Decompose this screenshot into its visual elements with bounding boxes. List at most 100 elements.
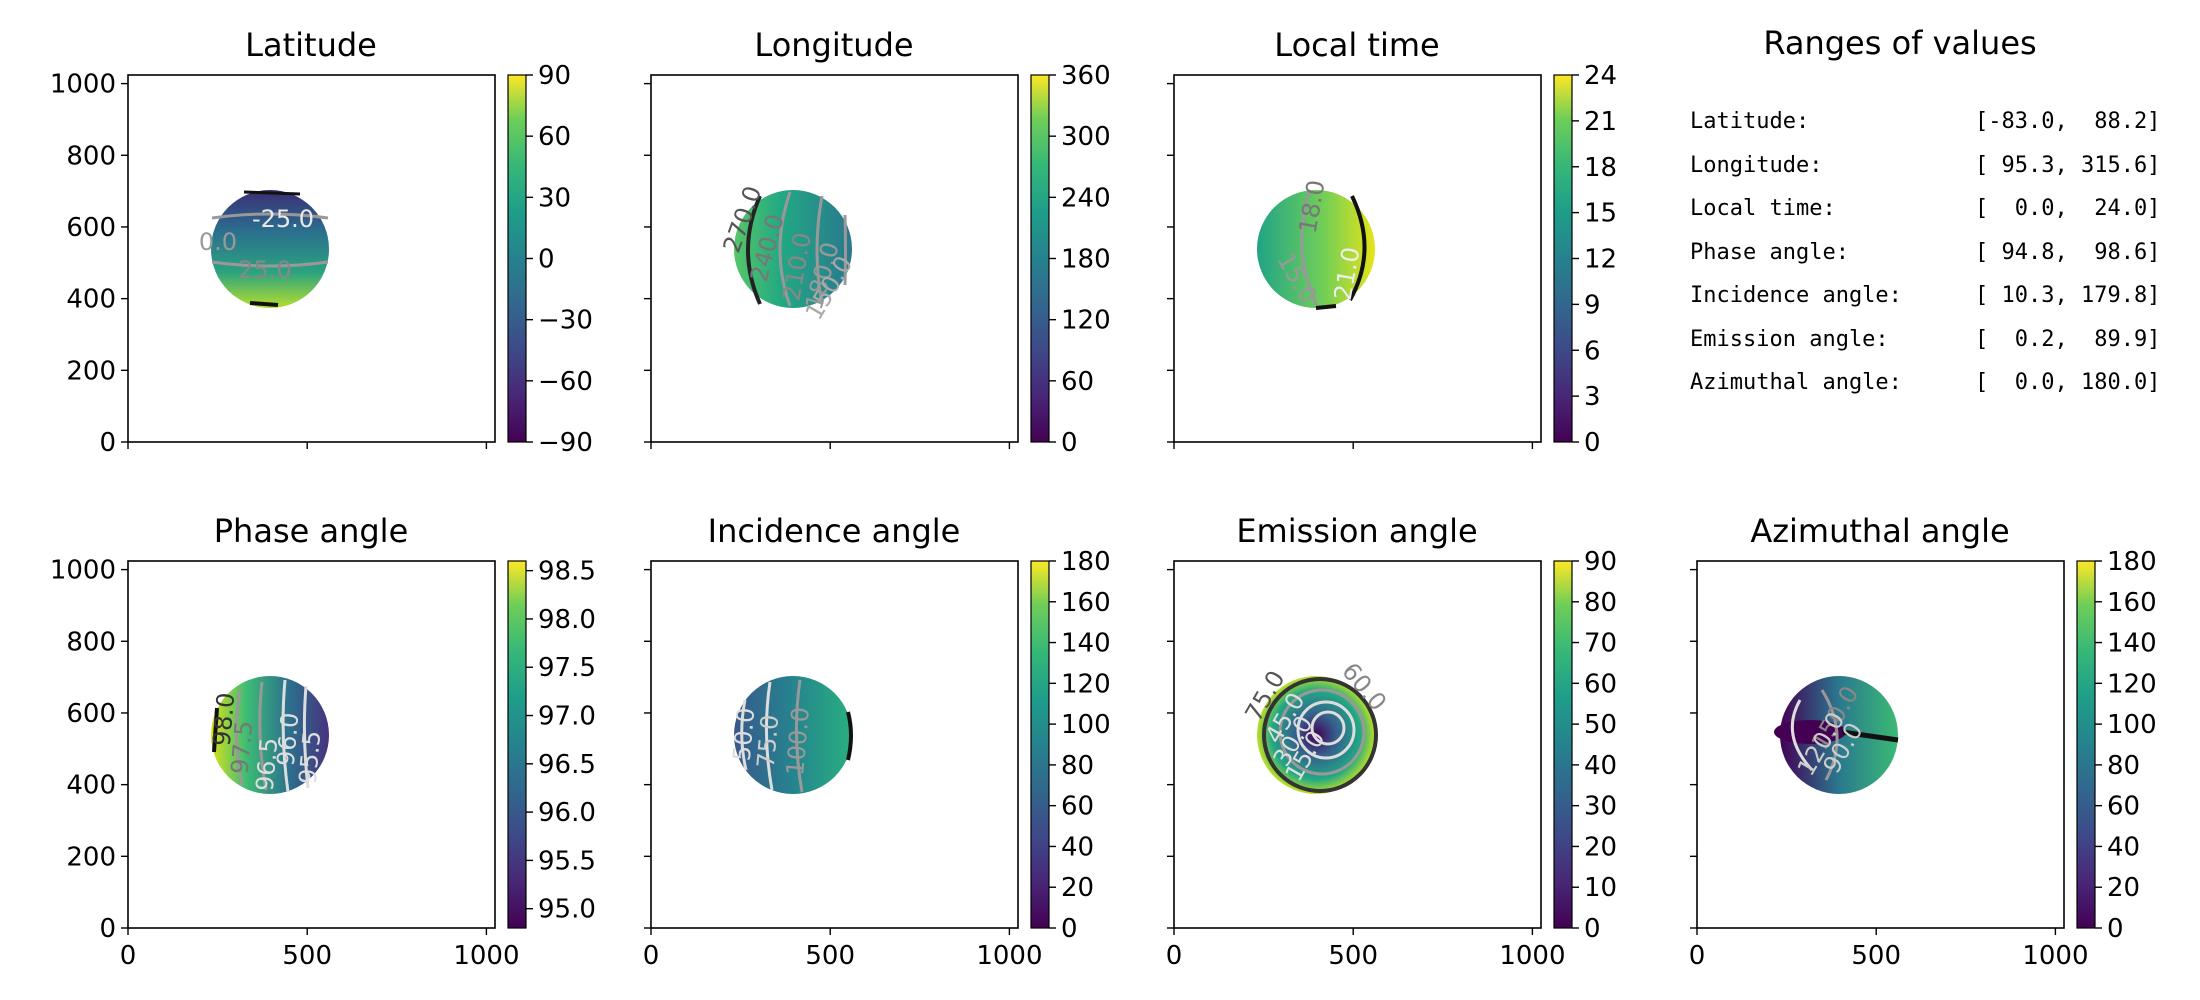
contour-line <box>1296 700 1356 760</box>
range-value: [ 94.8, 98.6] <box>1975 239 2161 265</box>
contour-line <box>1315 304 1337 310</box>
plot-frame <box>127 560 496 929</box>
colorbar-tick-label: 0 <box>1584 428 1601 458</box>
colorbar-tick-label: 24 <box>1584 61 1617 91</box>
colorbar-tick-label: 6 <box>1584 336 1601 366</box>
panel-title: Phase angle <box>214 512 409 550</box>
disk-image: -25.0 0.0 25.0 <box>199 190 329 308</box>
colorbar-tick-label: 300 <box>1061 122 1111 152</box>
colorbar-tick-label: 100 <box>2107 710 2157 740</box>
contour-line <box>281 679 290 793</box>
ranges-title: Ranges of values <box>1763 24 2037 62</box>
x-tick-label: 0 <box>120 941 137 971</box>
range-row: Incidence angle: [ 10.3, 179.8] <box>1690 274 2190 318</box>
colorbar-bar <box>1030 560 1050 929</box>
panel-phase-angle: Phase angle 98.0 97.5 96.5 96.0 95.5 <box>127 512 527 929</box>
y-tick-label: 1000 <box>50 70 116 100</box>
colorbar-tick-label: 97.5 <box>538 653 596 683</box>
colorbar <box>2076 560 2096 929</box>
disk-image: 18.0 15.0 21.0 <box>1257 178 1375 310</box>
range-value: [-83.0, 88.2] <box>1975 109 2161 134</box>
x-tick-label: 1000 <box>976 941 1042 971</box>
colorbar-tick-label: 160 <box>2107 588 2157 618</box>
range-row: Local time: [ 0.0, 24.0] <box>1690 187 2190 231</box>
panel-incidence-angle: Incidence angle 50.0 75.0 100.0 <box>650 512 1050 929</box>
colorbar-tick-label: 10 <box>1584 873 1617 903</box>
range-label: Local time: <box>1690 196 1836 221</box>
colorbar-tick-label: 0 <box>538 245 555 275</box>
colorbar-tick-label: 360 <box>1061 61 1111 91</box>
panel-title: Incidence angle <box>708 512 961 550</box>
y-tick-label: 1000 <box>50 556 116 586</box>
colorbar-tick-label: 60 <box>1061 367 1094 397</box>
x-tick-label: 500 <box>1851 941 1901 971</box>
colorbar-tick-label: 0 <box>1061 428 1078 458</box>
panel-title: Latitude <box>245 26 377 64</box>
panel-title: Longitude <box>754 26 913 64</box>
y-tick-label: 400 <box>66 771 116 801</box>
y-tick-label: 800 <box>66 627 116 657</box>
colorbar-tick-label: 120 <box>1061 306 1111 336</box>
y-tick-label: 800 <box>66 141 116 171</box>
x-tick-label: 500 <box>282 941 332 971</box>
colorbar <box>1030 560 1050 929</box>
colorbar-tick-label: 60 <box>2107 792 2140 822</box>
range-row: Latitude: [-83.0, 88.2] <box>1690 100 2190 144</box>
x-tick-label: 500 <box>805 941 855 971</box>
range-label: Phase angle: <box>1690 239 1849 265</box>
disk <box>211 190 329 308</box>
colorbar <box>1553 560 1573 929</box>
colorbar-tick-label: 20 <box>1061 873 1094 903</box>
range-label: Longitude: <box>1690 152 1823 178</box>
colorbar-tick-label: 160 <box>1061 588 1111 618</box>
contour-line <box>243 190 301 196</box>
range-row: Longitude: [ 95.3, 315.6] <box>1690 144 2190 188</box>
disk-image: 98.0 97.5 96.5 96.0 95.5 <box>208 676 329 794</box>
colorbar-tick-label: 40 <box>2107 832 2140 862</box>
colorbar-tick-label: 40 <box>1584 751 1617 781</box>
range-label: Emission angle: <box>1690 326 1889 352</box>
range-value: [ 95.3, 315.6] <box>1975 152 2161 178</box>
panel-azimuthal-angle: Azimuthal angle 150.0 120.0 90.0 <box>1696 512 2096 929</box>
range-value: [ 0.0, 180.0] <box>1975 370 2161 395</box>
contour-line <box>846 711 853 761</box>
disk-image: 150.0 120.0 90.0 <box>1774 676 1899 794</box>
contour-line <box>234 689 244 786</box>
contour-label: -25.0 <box>252 205 314 233</box>
range-row: Emission angle: [ 0.2, 89.9] <box>1690 318 2190 362</box>
colorbar-tick-label: 120 <box>1061 669 1111 699</box>
contour-label: 95.5 <box>294 729 327 785</box>
plot-frame <box>1173 74 1542 443</box>
x-tick-label: 0 <box>643 941 660 971</box>
range-label: Incidence angle: <box>1690 283 1902 308</box>
colorbar-tick-label: 90 <box>538 61 571 91</box>
y-tick-label: 200 <box>66 842 116 872</box>
colorbar-tick-label: 21 <box>1584 107 1617 137</box>
colorbar-tick-label: 0 <box>1061 914 1078 944</box>
colorbar-tick-label: 60 <box>1584 669 1617 699</box>
colorbar <box>507 560 527 929</box>
colorbar-bar <box>2076 560 2096 929</box>
panel-latitude: Latitude -25.0 0.0 25.0 <box>127 26 527 443</box>
contour-line <box>249 301 279 307</box>
colorbar-bar <box>507 74 527 443</box>
colorbar-bar <box>507 560 527 929</box>
colorbar-bar <box>1030 74 1050 443</box>
colorbar-tick-label: 0 <box>2107 914 2124 944</box>
contour-line <box>746 195 762 305</box>
colorbar-tick-label: −60 <box>538 367 593 397</box>
colorbar-tick-label: 30 <box>538 183 571 213</box>
y-tick-label: 400 <box>66 285 116 315</box>
colorbar-tick-label: 120 <box>2107 669 2157 699</box>
panel-title: Emission angle <box>1236 512 1477 550</box>
x-tick-label: 1000 <box>453 941 519 971</box>
disk <box>211 676 329 794</box>
y-tick-label: 0 <box>99 428 116 458</box>
contour-label: 96.5 <box>251 736 284 792</box>
contour-label: 50.0 <box>728 706 761 762</box>
y-tick-label: 600 <box>66 213 116 243</box>
contour-line <box>1841 729 1899 743</box>
disk-image: 270.0 240.0 210.0 180.0 150.0 <box>718 182 859 325</box>
y-tick-label: 200 <box>66 356 116 386</box>
